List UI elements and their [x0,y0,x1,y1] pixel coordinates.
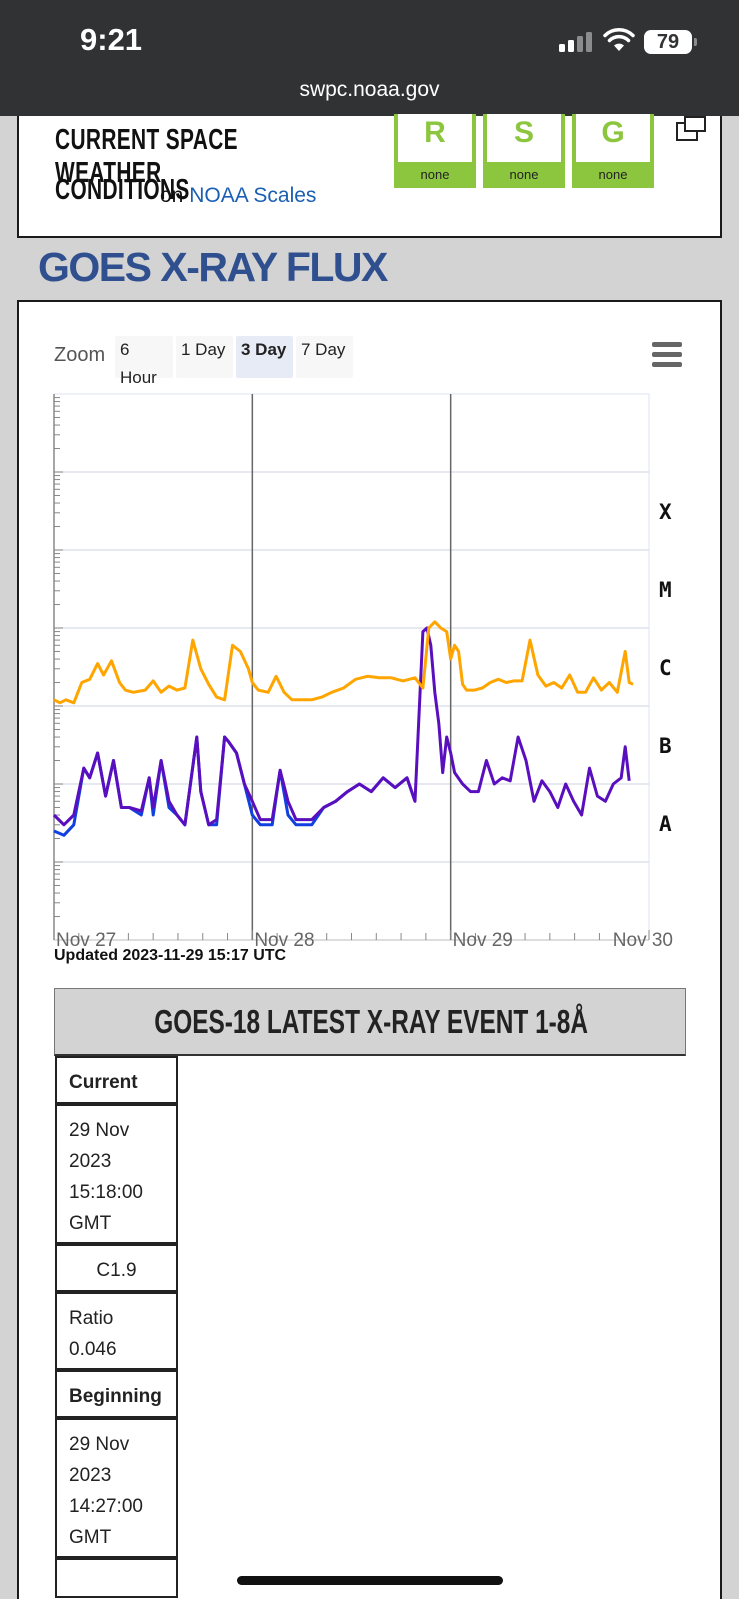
flare-class-label: X [659,500,672,524]
ratio: Ratio 0.046 [55,1292,178,1370]
zoom-7-day-button[interactable]: 7 Day [296,336,353,378]
series-line [53,620,634,705]
plot-area [53,393,650,941]
conditions-title-line1: CURRENT SPACE WEATHER [55,124,238,189]
conditions-title-line2: CONDITIONS [55,174,190,206]
series-line [52,626,631,827]
address-bar[interactable]: swpc.noaa.gov [299,78,440,101]
noaa-scales-link[interactable]: NOAA Scales [189,184,317,207]
next-cell [55,1558,178,1598]
wifi-icon [603,28,635,51]
page-title: GOES X-RAY FLUX [38,244,388,290]
x-tick-label: Nov 30 [613,930,673,951]
space-weather-conditions: CURRENT SPACE WEATHER CONDITIONS on NOAA… [17,114,722,238]
beginning-label: Beginning [55,1370,178,1418]
flare-class-label: B [659,734,672,758]
flare-class-label: A [659,812,672,836]
cellular-signal-icon [559,32,593,52]
zoom-3-day-button[interactable]: 3 Day [236,336,293,378]
flare-class-label: C [659,656,672,680]
scale-r[interactable]: R none [394,114,476,188]
current-time: 29 Nov 2023 15:18:00 GMT [55,1104,178,1244]
x-tick-label: Nov 29 [453,930,513,951]
clock: 9:21 [80,22,143,57]
scale-s[interactable]: S none [483,114,565,188]
status-bar: 9:21 79 swpc.noaa.gov [0,0,739,116]
flare-class-label: M [659,578,672,602]
zoom-1-day-button[interactable]: 1 Day [176,336,233,378]
beginning-time: 29 Nov 2023 14:27:00 GMT [55,1418,178,1558]
current-label: Current [55,1056,178,1104]
chart-menu-icon[interactable] [652,342,682,368]
x-tick-label: Nov 27 [56,930,116,951]
battery-indicator: 79 [644,30,697,54]
home-indicator[interactable] [237,1576,503,1585]
event-title: GOES-18 LATEST X-RAY EVENT 1-8Å [154,1003,588,1040]
popout-icon[interactable] [676,116,706,142]
zoom-label: Zoom [54,344,106,366]
xray-flux-panel: Zoom 6 Hour 1 Day 3 Day 7 Day Nov 27 Nov … [17,300,722,1599]
zoom-6-hour-button[interactable]: 6 Hour [115,336,173,387]
updated-timestamp: Updated 2023-11-29 15:17 UTC [54,947,287,964]
current-class: C1.9 [55,1244,178,1292]
conditions-subtitle: on NOAA Scales [160,184,317,207]
xray-flux-chart: Nov 27 Nov 28 Nov 29 Nov 30 A B C M X [52,393,673,951]
scale-g[interactable]: G none [572,114,654,188]
x-tick-label: Nov 28 [254,930,314,951]
event-header: GOES-18 LATEST X-RAY EVENT 1-8Å [54,988,686,1056]
